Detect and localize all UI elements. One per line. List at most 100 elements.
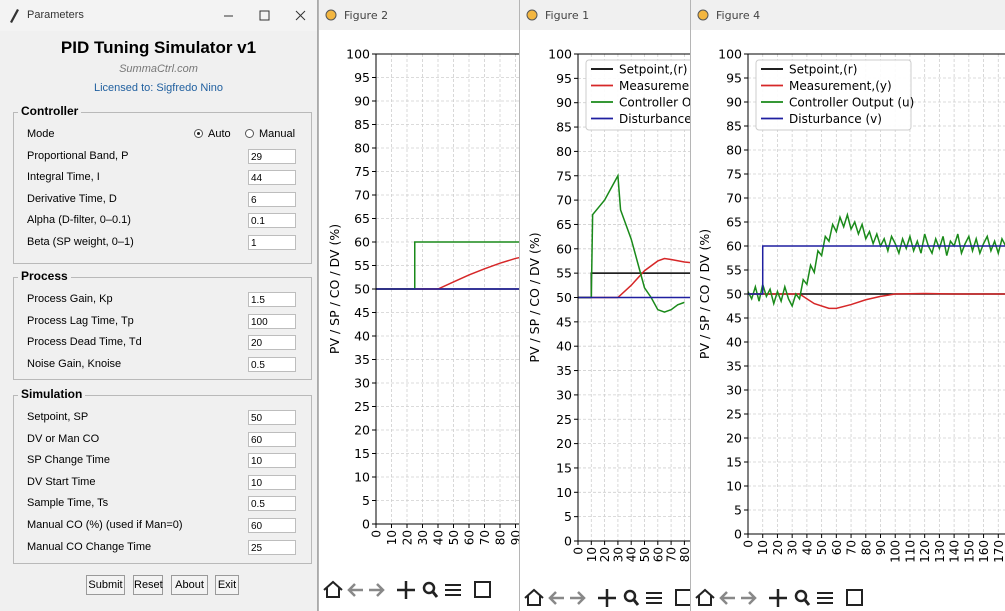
radio-label: Auto — [208, 128, 231, 140]
field-entry[interactable]: 10 — [248, 474, 296, 490]
back-button[interactable] — [719, 591, 735, 605]
field-entry[interactable]: 60 — [248, 518, 296, 533]
field-entry[interactable]: 29 — [248, 148, 296, 164]
figure-title-bar — [319, 0, 521, 30]
field-entry[interactable]: 44 — [248, 170, 296, 186]
field-entry[interactable]: 1 — [248, 235, 296, 250]
save-button[interactable] — [474, 581, 491, 598]
x-tick-label: 50 — [638, 547, 652, 562]
forward-button[interactable] — [741, 591, 757, 605]
x-tick-label: 170 — [992, 540, 1005, 563]
y-tick-label: 75 — [726, 167, 742, 182]
field-label: Process Lag Time, Tp — [27, 314, 134, 327]
back-button[interactable] — [347, 583, 363, 597]
x-tick-label: 140 — [948, 540, 962, 563]
y-tick-label: 55 — [556, 266, 572, 281]
field-entry[interactable]: 6 — [248, 191, 296, 207]
y-tick-label: 10 — [354, 470, 370, 485]
x-tick-label: 100 — [889, 540, 903, 563]
y-tick-label: 80 — [556, 144, 572, 159]
pan-button[interactable] — [598, 589, 616, 607]
y-tick-label: 30 — [354, 376, 370, 391]
x-tick-label: 120 — [918, 540, 932, 563]
forward-button[interactable] — [570, 591, 586, 605]
legend-label: Measurement,(y) — [619, 79, 692, 93]
field-entry[interactable]: 100 — [248, 313, 296, 329]
pan-button[interactable] — [769, 589, 787, 607]
close-button[interactable] — [295, 10, 306, 21]
y-tick-label: 80 — [726, 143, 742, 158]
figure-title-bar — [691, 0, 1005, 30]
button[interactable]: Reset — [133, 575, 163, 595]
save-button[interactable] — [846, 589, 863, 606]
figure-title: Figure 4 — [716, 9, 760, 22]
field-entry[interactable]: 60 — [248, 431, 296, 447]
legend-label: Disturbance (v) — [619, 112, 692, 126]
group-box — [13, 112, 312, 264]
x-tick-label: 30 — [611, 547, 625, 562]
zoom-handle — [431, 591, 439, 598]
field-entry[interactable]: 25 — [248, 539, 296, 555]
y-tick-label: 10 — [726, 479, 742, 494]
configure-button[interactable] — [817, 592, 833, 604]
x-tick-label: 50 — [447, 530, 461, 545]
field-entry[interactable]: 0.5 — [248, 496, 296, 512]
field-entry[interactable]: 10 — [248, 453, 296, 469]
field-entry[interactable]: 50 — [248, 410, 296, 425]
field-entry[interactable]: 1.5 — [248, 292, 296, 307]
zoom-button[interactable] — [794, 589, 808, 603]
forward-button[interactable] — [369, 583, 385, 597]
figure-icon — [697, 9, 709, 21]
x-tick-label: 40 — [432, 530, 446, 545]
y-tick-label: 45 — [556, 314, 572, 329]
home-button[interactable] — [524, 588, 544, 606]
figure-icon — [325, 9, 337, 21]
figure-title-bar — [520, 0, 692, 30]
plot-frame — [375, 53, 521, 525]
home-button[interactable] — [323, 580, 343, 598]
pan-button[interactable] — [397, 581, 415, 599]
save-button[interactable] — [675, 589, 692, 606]
field-label: Manual CO (%) (used if Man=0) — [27, 519, 183, 531]
x-tick-label: 90 — [874, 540, 888, 555]
x-tick-label: 60 — [830, 540, 844, 555]
maximize-button[interactable] — [259, 10, 270, 21]
radio-dot — [197, 132, 200, 135]
radio-button[interactable] — [245, 129, 254, 138]
y-tick-label: 45 — [354, 305, 370, 320]
x-tick-label: 20 — [401, 530, 415, 545]
y-tick-label: 25 — [726, 407, 742, 422]
y-tick-label: 100 — [346, 47, 370, 62]
legend-box — [755, 59, 912, 131]
y-tick-label: 50 — [556, 290, 572, 305]
button[interactable]: Submit — [86, 575, 125, 595]
group-box — [13, 277, 312, 380]
field-label: Manual CO Change Time — [27, 540, 152, 553]
series-line — [376, 256, 521, 290]
field-entry[interactable]: 20 — [248, 335, 296, 351]
configure-button[interactable] — [646, 592, 662, 604]
figure-window: Figure 1 0 5 10 15 20 25 30 35 40 45 50 55 60 65 70 75 80… — [519, 0, 692, 611]
y-tick-label: 5 — [734, 503, 742, 518]
y-tick-label: 40 — [354, 329, 370, 344]
y-tick-label: 45 — [726, 311, 742, 326]
field-entry[interactable]: 0.5 — [248, 356, 296, 372]
field-label: SP Change Time — [27, 454, 110, 467]
home-button[interactable] — [695, 588, 715, 606]
button[interactable]: Exit — [215, 575, 239, 595]
series-line — [748, 292, 1005, 310]
y-tick-label: 100 — [548, 47, 572, 62]
field-label: Noise Gain, Knoise — [27, 357, 122, 370]
y-tick-label: 60 — [726, 239, 742, 254]
button[interactable]: About — [171, 575, 208, 595]
x-tick-label: 70 — [665, 547, 679, 562]
radio-button[interactable] — [194, 129, 203, 138]
parameters-window: Parameters PID Tuning Simulator v1 SummaCt… — [0, 0, 318, 611]
back-button[interactable] — [548, 591, 564, 605]
toolbar — [524, 588, 692, 607]
zoom-button[interactable] — [422, 581, 436, 595]
configure-button[interactable] — [445, 584, 461, 596]
zoom-button[interactable] — [623, 589, 637, 603]
y-tick-label: 75 — [354, 164, 370, 179]
field-entry[interactable]: 0.1 — [248, 213, 296, 229]
